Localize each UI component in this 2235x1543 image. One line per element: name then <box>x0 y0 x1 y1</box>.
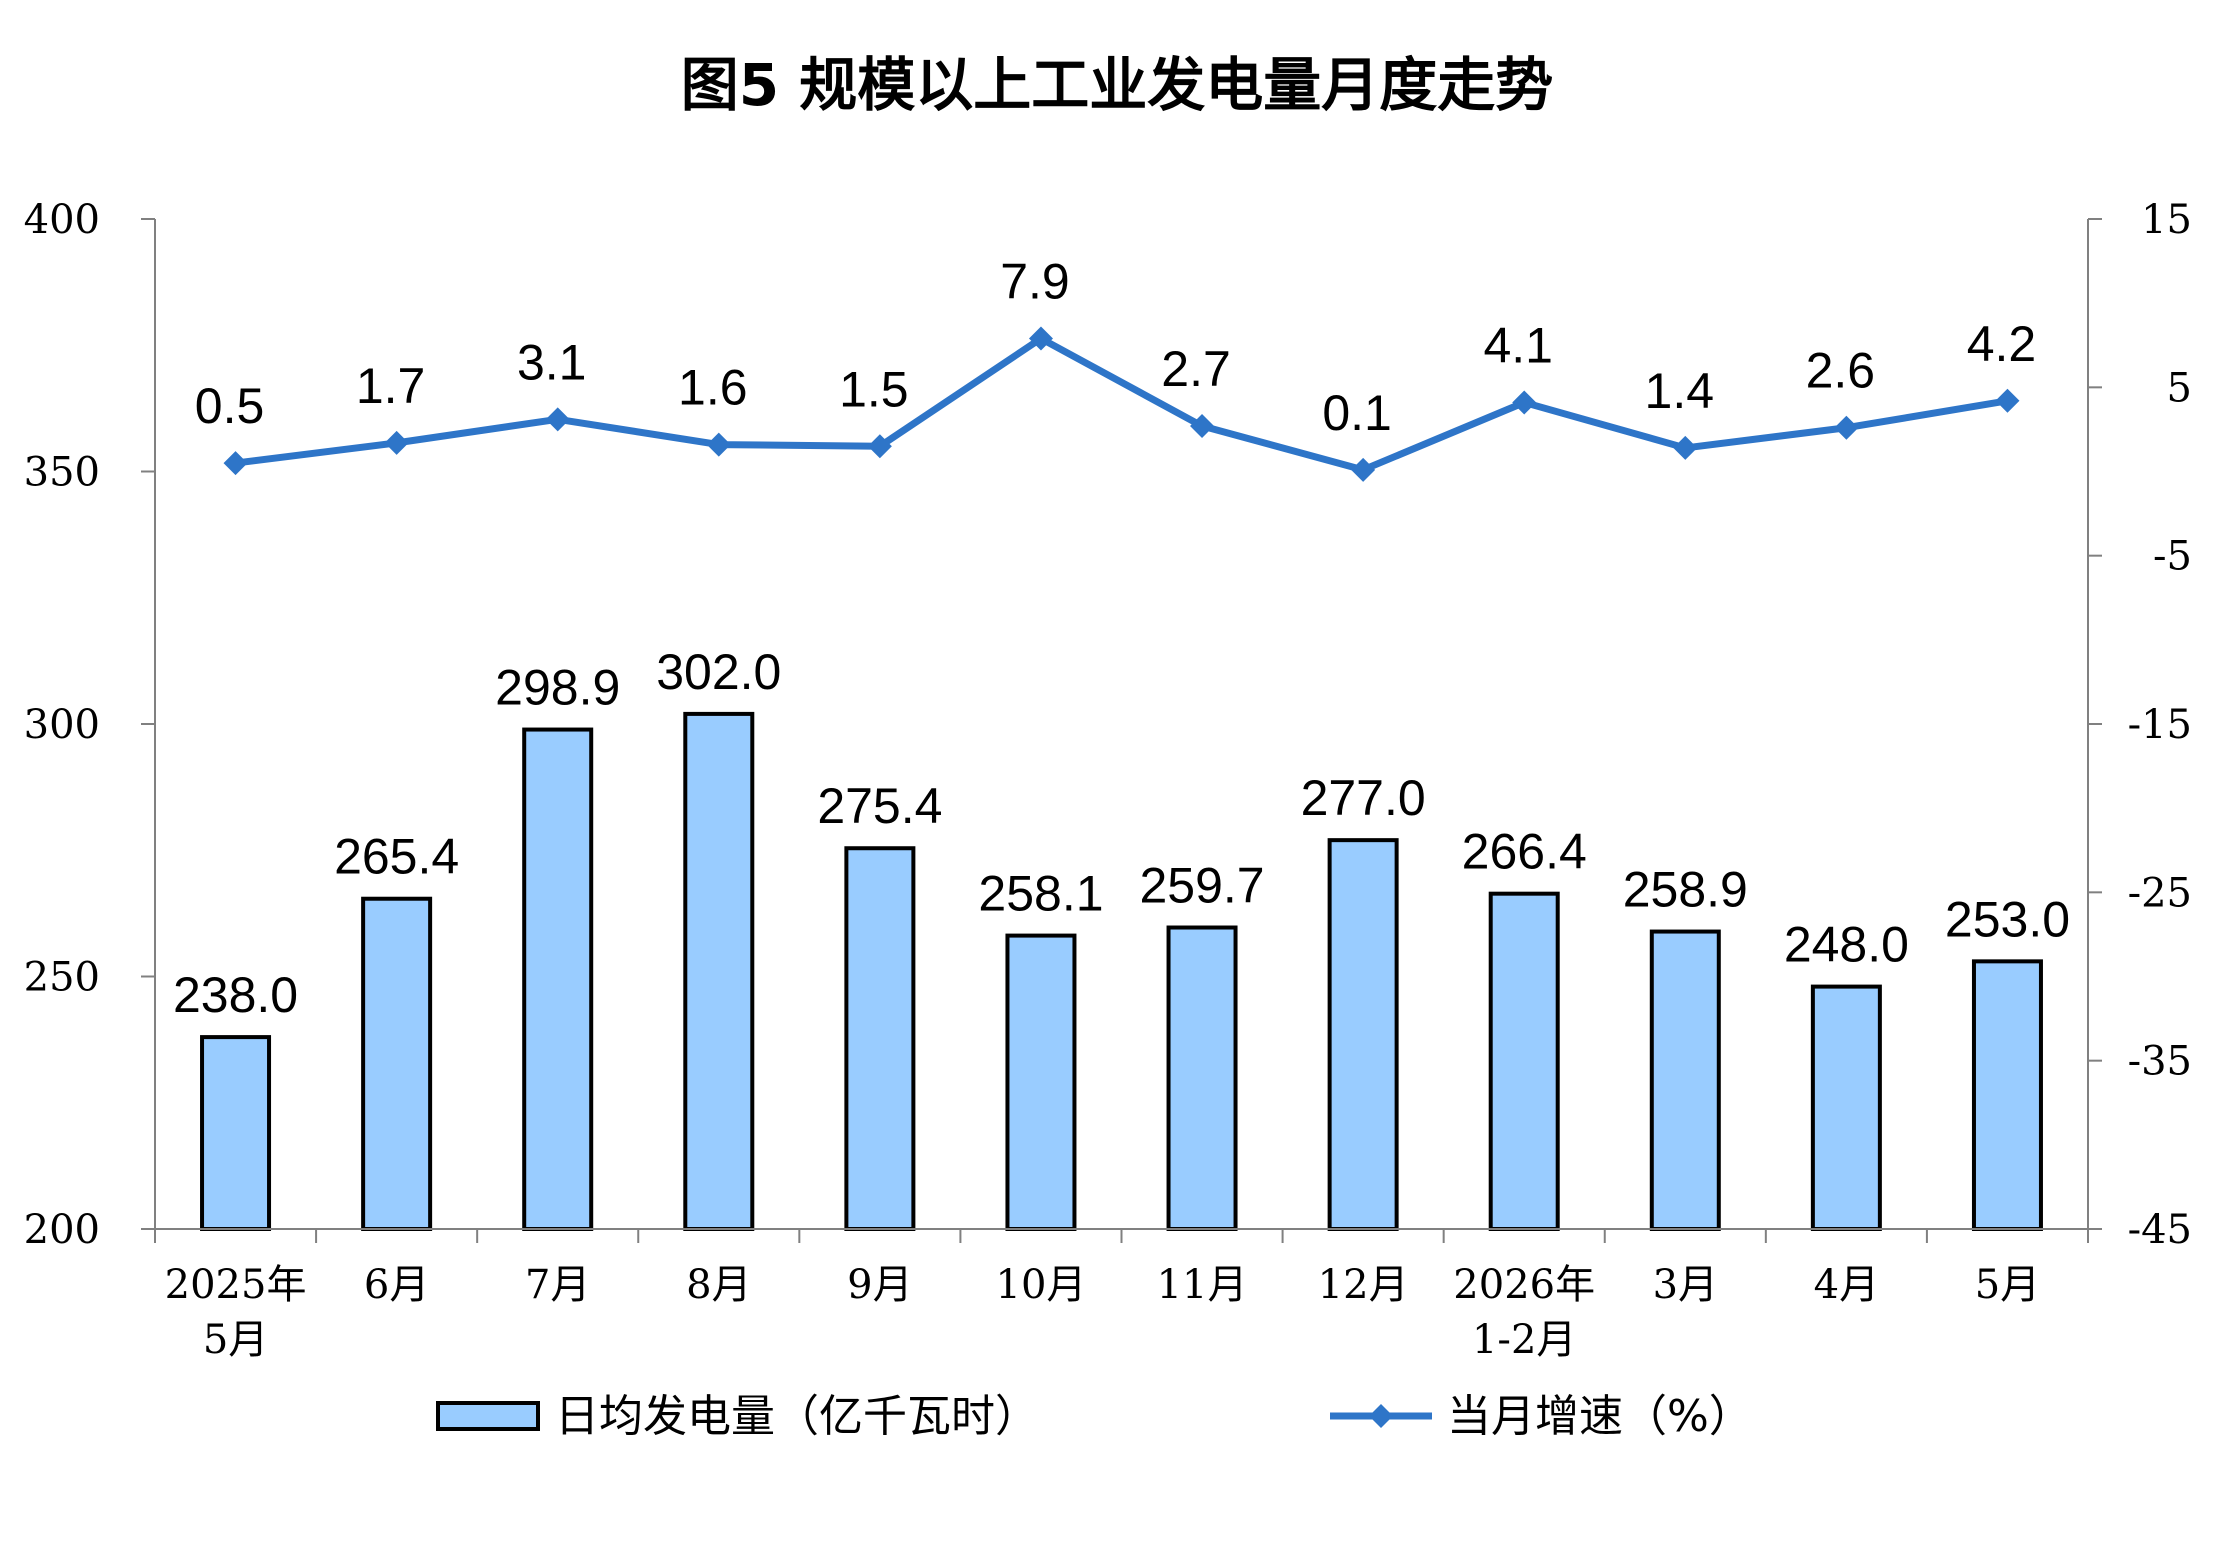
line-value-label: 0.1 <box>1322 385 1392 441</box>
x-axis-category-label: 12月 <box>1318 1262 1409 1308</box>
bar <box>200 1035 272 1231</box>
line-value-label: 4.1 <box>1483 317 1553 373</box>
line-point <box>1512 390 1537 415</box>
x-axis-category-label: 7月 <box>525 1262 590 1308</box>
line-value-label: 2.7 <box>1161 341 1231 397</box>
bar <box>1005 933 1077 1231</box>
right-axis-tick-label: -25 <box>2128 870 2192 916</box>
legend-line-label: 当月增速（%） <box>1447 1391 1753 1442</box>
bar-value-label: 238.0 <box>173 967 298 1023</box>
line-value-label: 4.2 <box>1967 316 2037 372</box>
line-value-label: 7.9 <box>1000 254 1070 310</box>
bar <box>1649 929 1721 1231</box>
x-axis-category-label: 5月 <box>203 1317 268 1363</box>
line-point <box>1028 326 1053 351</box>
line-point <box>384 430 409 455</box>
bar-value-label: 258.9 <box>1623 862 1748 918</box>
legend-bar-label: 日均发电量（亿千瓦时） <box>555 1391 1039 1442</box>
bar-value-label: 253.0 <box>1945 891 2070 947</box>
left-axis-tick-label: 200 <box>24 1207 100 1253</box>
x-axis-category-label: 4月 <box>1814 1262 1879 1308</box>
line-value-label: 1.4 <box>1645 363 1715 419</box>
line-point <box>223 451 248 476</box>
bar-value-label: 266.4 <box>1462 824 1587 880</box>
left-axis-tick-label: 300 <box>24 702 100 748</box>
bar <box>844 846 916 1231</box>
legend: 日均发电量（亿千瓦时） 当月增速（%） <box>436 1391 1753 1442</box>
line-point <box>1673 435 1698 460</box>
x-axis-category-label: 6月 <box>364 1262 429 1308</box>
bar-value-label: 298.9 <box>495 660 620 716</box>
line-point <box>1995 388 2020 413</box>
right-axis-tick-label: -35 <box>2128 1039 2192 1085</box>
plot-area: 400 350 300 250 200 15 5 -5 -15 -25 -35 -45 238.0 265… <box>24 197 2192 1363</box>
bar <box>522 727 594 1231</box>
line-value-label: 0.5 <box>195 378 265 434</box>
x-axis-category-label: 10月 <box>996 1262 1087 1308</box>
bar-value-label: 258.1 <box>978 866 1103 922</box>
growth-rate-line <box>235 335 2009 474</box>
left-axis-tick-label: 350 <box>24 450 100 496</box>
line-point <box>1190 414 1215 439</box>
bar <box>361 896 433 1231</box>
x-axis-category-label: 2026年 <box>1453 1262 1595 1308</box>
bar-value-label: 265.4 <box>334 829 459 885</box>
chart-title: 图5 规模以上工业发电量月度走势 <box>681 51 1554 119</box>
legend-line-marker <box>1369 1404 1393 1428</box>
bar-value-label: 259.7 <box>1139 858 1264 914</box>
right-axis-tick-label: 5 <box>2167 365 2192 411</box>
bar <box>1971 959 2043 1231</box>
bar <box>1810 984 1882 1231</box>
bar-value-label: 302.0 <box>656 644 781 700</box>
line-point <box>706 432 731 457</box>
line-point <box>1351 457 1376 482</box>
bar <box>1488 891 1560 1231</box>
line-point <box>1834 415 1859 440</box>
line-value-label: 1.6 <box>678 360 748 416</box>
line-value-label: 1.5 <box>839 361 909 417</box>
line-value-label: 3.1 <box>517 334 587 390</box>
right-axis-tick-label: -5 <box>2153 534 2192 580</box>
line-point <box>867 434 892 459</box>
x-axis-category-label: 9月 <box>847 1262 912 1308</box>
bar <box>683 711 755 1231</box>
bar-value-label: 277.0 <box>1301 770 1426 826</box>
left-axis-tick-label: 250 <box>24 955 100 1001</box>
x-axis-category-label: 8月 <box>686 1262 751 1308</box>
right-axis-tick-label: -45 <box>2128 1207 2192 1253</box>
bar <box>1166 925 1238 1231</box>
line-value-label: 1.7 <box>356 358 426 414</box>
bar-value-label: 275.4 <box>817 778 942 834</box>
line-value-label: 2.6 <box>1806 343 1876 399</box>
x-axis-category-label: 3月 <box>1653 1262 1718 1308</box>
line-point <box>545 407 570 432</box>
legend-bar-swatch <box>436 1401 540 1431</box>
bar <box>1327 838 1399 1232</box>
x-axis-category-label: 11月 <box>1157 1262 1248 1308</box>
x-axis-category-label: 5月 <box>1975 1262 2040 1308</box>
bar-value-label: 248.0 <box>1784 917 1909 973</box>
right-axis-tick-label: -15 <box>2128 702 2192 748</box>
x-axis-category-label: 2025年 <box>165 1262 307 1308</box>
left-axis-tick-label: 400 <box>24 197 100 243</box>
right-axis-tick-label: 15 <box>2141 197 2192 243</box>
x-axis-category-label: 1-2月 <box>1472 1317 1576 1363</box>
